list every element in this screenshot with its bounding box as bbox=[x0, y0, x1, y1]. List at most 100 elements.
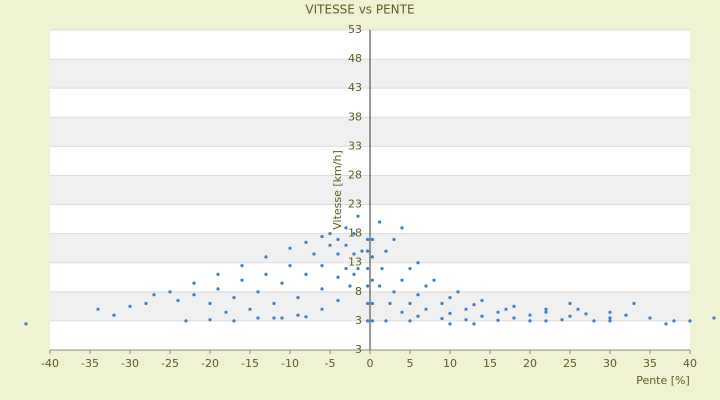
data-point bbox=[608, 310, 612, 314]
data-point bbox=[152, 293, 156, 297]
data-point bbox=[366, 301, 370, 306]
data-point bbox=[96, 307, 100, 311]
data-point bbox=[192, 293, 196, 297]
data-point bbox=[608, 316, 612, 320]
data-point bbox=[584, 312, 588, 316]
data-point bbox=[366, 284, 370, 288]
data-point bbox=[24, 322, 28, 326]
data-point bbox=[400, 310, 404, 314]
data-point bbox=[688, 319, 692, 323]
data-point bbox=[400, 226, 404, 230]
data-point bbox=[336, 252, 340, 256]
data-point bbox=[144, 301, 148, 306]
y-tick-label: 28 bbox=[348, 168, 362, 181]
data-point bbox=[370, 301, 374, 306]
data-point bbox=[352, 232, 356, 236]
data-point bbox=[370, 319, 374, 323]
data-point bbox=[424, 284, 428, 288]
data-point bbox=[624, 313, 628, 317]
data-point bbox=[336, 298, 340, 303]
data-point bbox=[408, 319, 412, 323]
data-point bbox=[416, 261, 420, 265]
x-tick-label: -35 bbox=[81, 357, 99, 370]
data-point bbox=[272, 301, 276, 306]
data-point bbox=[370, 237, 374, 242]
data-point bbox=[440, 316, 444, 321]
x-tick-label: -10 bbox=[281, 357, 299, 370]
data-point bbox=[560, 318, 564, 322]
data-point bbox=[208, 318, 212, 322]
data-point bbox=[352, 252, 356, 256]
x-tick-label: -40 bbox=[41, 357, 59, 370]
data-point bbox=[366, 237, 370, 242]
data-point bbox=[264, 255, 268, 259]
y-axis-title: Vitesse [km/h] bbox=[331, 150, 344, 230]
data-point bbox=[384, 319, 388, 323]
data-point bbox=[184, 319, 188, 323]
data-point bbox=[456, 290, 460, 294]
data-point bbox=[512, 316, 516, 320]
data-point bbox=[320, 264, 324, 268]
data-point bbox=[304, 315, 308, 319]
data-point bbox=[320, 287, 324, 291]
data-point bbox=[528, 313, 532, 317]
data-point bbox=[296, 296, 300, 300]
data-point bbox=[296, 313, 300, 317]
data-point bbox=[248, 307, 252, 311]
data-point bbox=[672, 319, 676, 323]
data-point bbox=[528, 319, 532, 323]
data-point bbox=[192, 281, 196, 285]
data-point bbox=[320, 234, 324, 239]
data-point bbox=[592, 319, 596, 323]
data-point bbox=[480, 298, 484, 303]
data-point bbox=[416, 293, 420, 297]
data-point bbox=[366, 249, 370, 253]
data-point bbox=[336, 275, 340, 279]
data-point bbox=[288, 246, 292, 250]
data-point bbox=[712, 316, 716, 320]
data-point bbox=[112, 313, 116, 317]
data-point bbox=[232, 319, 236, 323]
data-point bbox=[464, 318, 468, 322]
data-point bbox=[370, 278, 374, 282]
data-point bbox=[360, 249, 364, 253]
data-point bbox=[448, 311, 452, 315]
data-point bbox=[664, 322, 668, 326]
y-tick-label: 43 bbox=[348, 81, 362, 94]
data-point bbox=[416, 314, 420, 318]
data-point bbox=[344, 226, 348, 230]
x-tick-label: 30 bbox=[603, 357, 617, 370]
data-point bbox=[344, 266, 348, 271]
data-point bbox=[348, 284, 352, 288]
data-point bbox=[544, 307, 548, 311]
data-point bbox=[378, 284, 382, 288]
data-point bbox=[608, 319, 612, 323]
data-point bbox=[328, 232, 332, 236]
data-point bbox=[312, 252, 316, 256]
data-point bbox=[216, 272, 220, 276]
y-tick-label: 48 bbox=[348, 52, 362, 65]
data-point bbox=[128, 304, 132, 308]
x-tick-label: 40 bbox=[683, 357, 697, 370]
x-axis-title: Pente [%] bbox=[636, 374, 690, 387]
data-point bbox=[472, 303, 476, 307]
data-point bbox=[370, 255, 374, 259]
y-tick-label: 3 bbox=[355, 314, 362, 327]
data-point bbox=[496, 318, 500, 322]
data-point bbox=[356, 266, 360, 271]
data-point bbox=[272, 316, 276, 320]
data-point bbox=[264, 272, 268, 276]
data-point bbox=[408, 301, 412, 306]
x-tick-label: 5 bbox=[407, 357, 414, 370]
x-tick-label: -5 bbox=[325, 357, 336, 370]
data-point bbox=[568, 301, 572, 306]
x-tick-label: 15 bbox=[483, 357, 497, 370]
x-tick-label: 20 bbox=[523, 357, 537, 370]
data-point bbox=[392, 290, 396, 294]
data-point bbox=[256, 316, 260, 320]
y-tick-label: 38 bbox=[348, 110, 362, 123]
data-point bbox=[232, 296, 236, 300]
data-point bbox=[432, 278, 436, 282]
data-point bbox=[448, 296, 452, 300]
data-point bbox=[472, 322, 476, 326]
